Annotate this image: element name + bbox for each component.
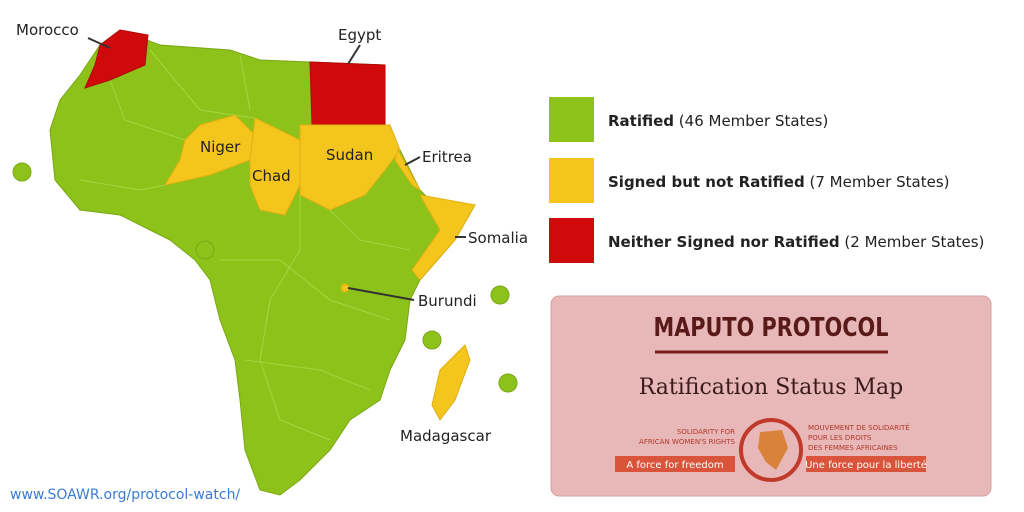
country-label: Somalia [468,229,528,247]
legend-entry: Signed but not Ratified (7 Member States… [608,173,950,191]
border [329,209,411,251]
logo-text: SOLIDARITY FOR [677,428,735,436]
panel-background [550,295,992,497]
leader-line [347,287,415,301]
leader-line [404,156,421,166]
legend-detail: (7 Member States) [809,173,949,191]
leader-line [87,37,111,49]
logo-text: DES FEMMES AFRICAINES [808,444,898,452]
island [498,373,518,393]
country-label: Burundi [418,292,477,310]
legend-entry: Neither Signed nor Ratified (2 Member St… [608,233,984,251]
country-label: Chad [252,167,291,185]
logo-text: POUR LES DROITS [808,434,872,442]
border [244,359,371,391]
island [490,285,510,305]
country-label: Niger [200,138,241,156]
madagascar [431,344,471,421]
info-panel: MAPUTO PROTOCOL Ratification Status Map … [550,295,992,497]
somalia [411,194,476,281]
eritrea [394,148,422,192]
border [109,79,186,141]
logo-text: AFRICAN WOMEN'S RIGHTS [639,438,735,446]
logo-africa [758,430,788,470]
tagline-box [615,456,735,472]
sudan [299,124,401,211]
border [259,195,331,441]
legend: Ratified (46 Member States) Signed but n… [549,97,984,263]
country-label: Sudan [326,146,373,164]
logo-ring [739,418,803,482]
legend-detail: (2 Member States) [844,233,984,251]
panel-subtitle: Ratification Status Map [639,375,904,400]
legend-swatch [549,218,594,263]
legend-label: Neither Signed nor Ratified [608,233,840,251]
egypt [309,61,386,126]
country-label: Madagascar [400,427,492,445]
legend-swatch [549,158,594,203]
tagline: A force for freedom [626,460,723,471]
country-label: Egypt [338,26,381,44]
tagline: Une force pour la liberté [805,459,927,471]
legend-label: Signed but not Ratified [608,173,805,191]
legend-swatch [549,97,594,142]
island [12,162,32,182]
country-label: Eritrea [422,148,472,166]
panel-title: MAPUTO PROTOCOL [654,312,889,343]
tagline-box [806,456,926,472]
url: www.SOAWR.org/protocol-watch/ [10,487,240,503]
island [422,330,442,350]
border [220,259,391,321]
burundi [340,283,350,293]
ratified-region [49,29,476,496]
legend-label: Ratified [608,112,674,130]
country-label: Morocco [16,21,79,39]
border [149,49,256,119]
border [79,179,166,191]
legend-detail: (46 Member States) [679,112,829,130]
africa-map: Morocco Egypt Niger Chad Sudan Eritrea S… [12,21,528,496]
leader-line [347,44,361,65]
logo-text: MOUVEMENT DE SOLIDARITÉ [808,423,910,432]
island [195,240,215,260]
legend-entry: Ratified (46 Member States) [608,112,828,130]
border [239,54,251,111]
